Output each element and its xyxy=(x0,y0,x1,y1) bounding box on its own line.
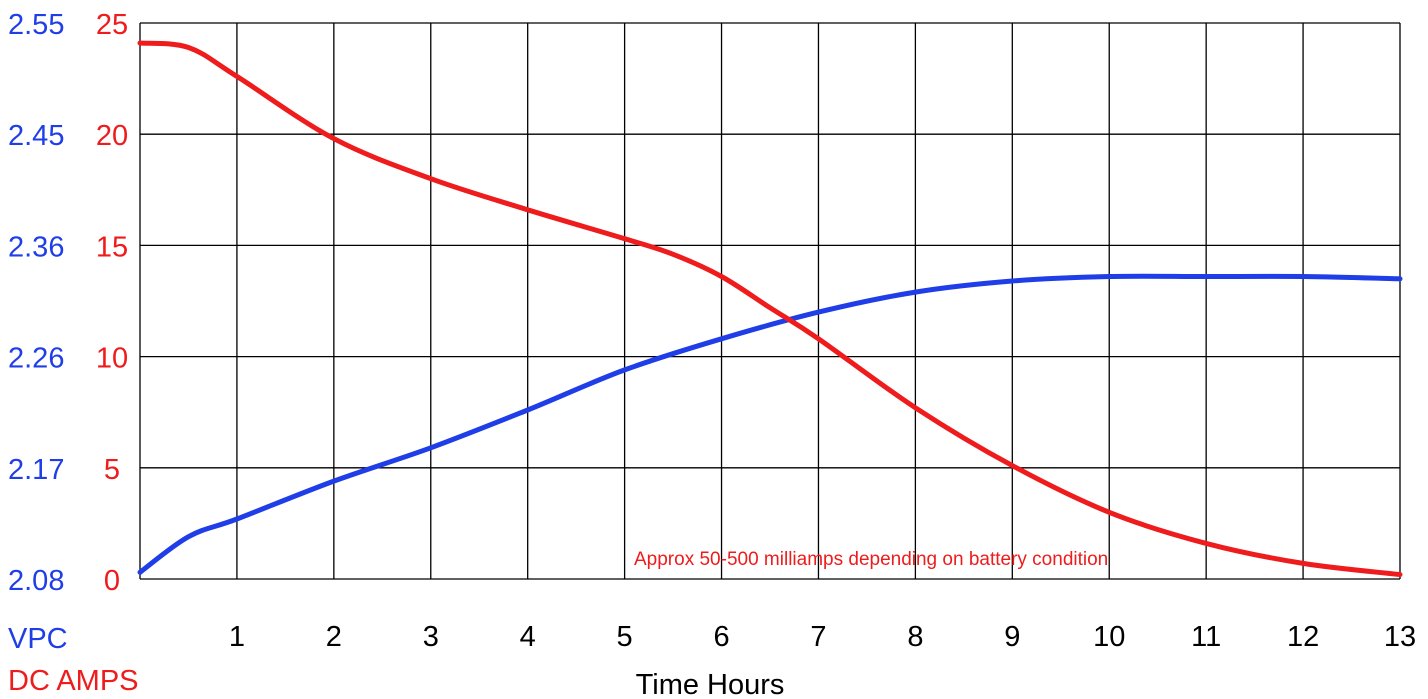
vpc-tick-label: 2.55 xyxy=(8,9,64,41)
x-tick-label: 8 xyxy=(907,621,923,653)
amp-tick-label: 10 xyxy=(96,343,128,375)
annotation: Approx 50-500 milliamps depending on bat… xyxy=(634,549,1108,570)
vpc-tick-label: 2.36 xyxy=(8,231,64,263)
x-tick-label: 9 xyxy=(1004,621,1020,653)
labels: VPC DC AMPS Time Hours Approx 50-500 mil… xyxy=(8,9,1416,699)
x-tick-label: 1 xyxy=(229,621,245,653)
x-tick-label: 4 xyxy=(520,621,536,653)
x-tick-label: 11 xyxy=(1191,621,1221,653)
x-tick-label: 12 xyxy=(1287,621,1319,653)
vpc-tick-label: 2.08 xyxy=(8,565,64,597)
vpc-tick-label: 2.17 xyxy=(8,454,64,486)
vpc-axis-label: VPC xyxy=(8,623,68,655)
vpc-tick-label: 2.26 xyxy=(8,343,64,375)
x-tick-label: 10 xyxy=(1093,621,1125,653)
x-axis-title: Time Hours xyxy=(636,669,785,699)
amp-tick-label: 5 xyxy=(104,454,120,486)
grid xyxy=(139,22,1401,580)
amp-tick-label: 25 xyxy=(96,9,128,41)
x-tick-label: 13 xyxy=(1384,621,1416,653)
x-tick-label: 7 xyxy=(810,621,826,653)
x-tick-label: 5 xyxy=(617,621,633,653)
dc-amps-series-line xyxy=(137,40,1403,578)
x-tick-label: 6 xyxy=(713,621,729,653)
vpc-series-line xyxy=(137,273,1403,575)
curves xyxy=(137,40,1403,578)
amp-tick-label: 15 xyxy=(96,231,128,263)
dc-amps-axis-label: DC AMPS xyxy=(8,665,139,697)
amp-tick-label: 20 xyxy=(96,120,128,152)
vpc-tick-label: 2.45 xyxy=(8,120,64,152)
x-tick-label: 2 xyxy=(326,621,342,653)
amp-tick-label: 0 xyxy=(104,565,120,597)
x-tick-label: 3 xyxy=(423,621,439,653)
